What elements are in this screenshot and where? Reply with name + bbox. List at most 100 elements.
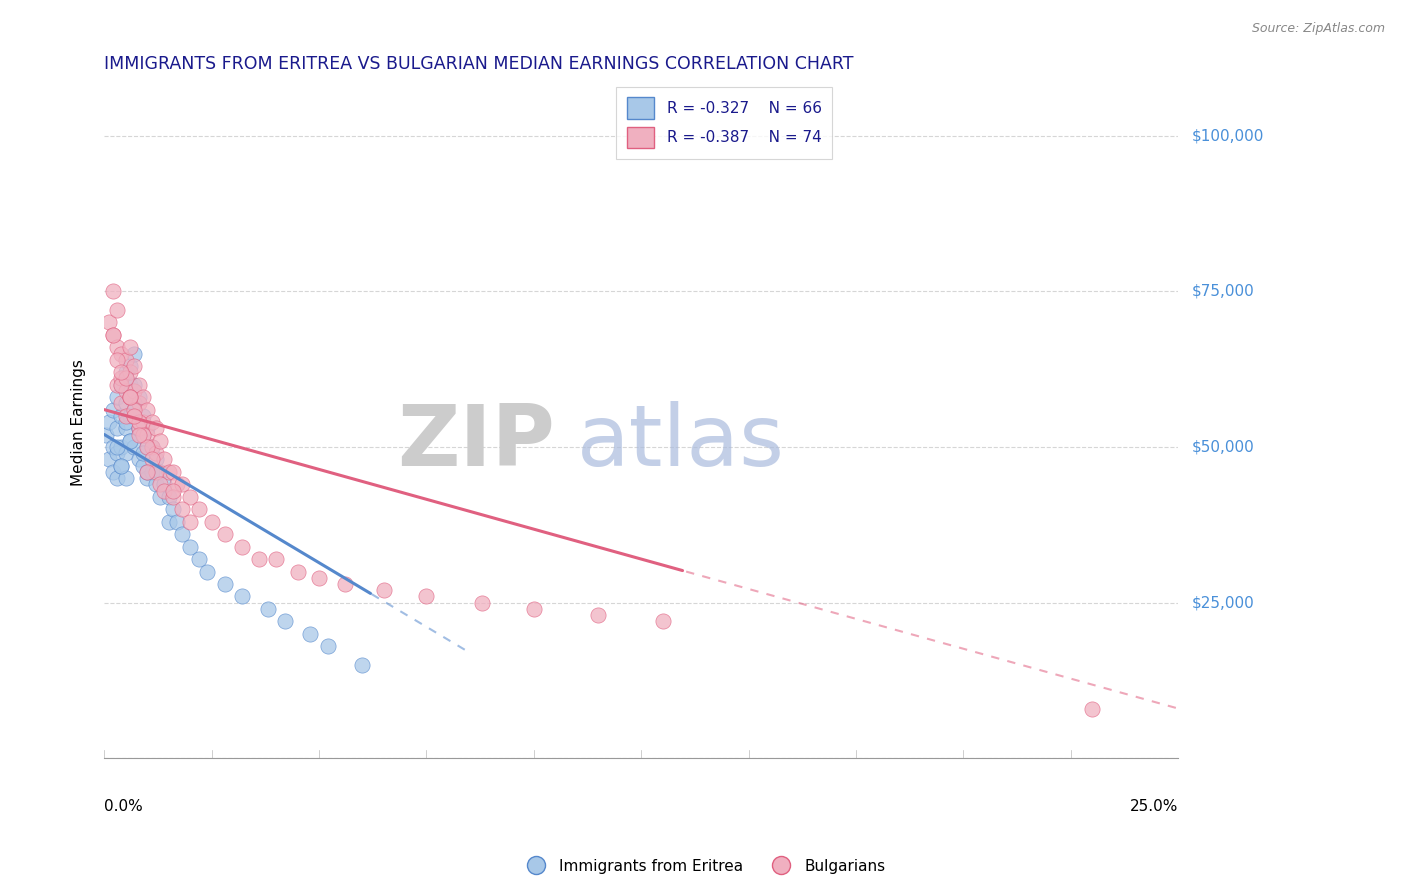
Point — [145, 421, 167, 435]
Point — [333, 577, 356, 591]
Point — [110, 365, 132, 379]
Point — [128, 390, 150, 404]
Point — [105, 421, 128, 435]
Point — [316, 640, 339, 654]
Text: 25.0%: 25.0% — [1130, 798, 1178, 814]
Point — [120, 434, 142, 448]
Point — [132, 427, 155, 442]
Point — [256, 602, 278, 616]
Point — [120, 377, 142, 392]
Text: $100,000: $100,000 — [1192, 128, 1264, 143]
Point — [114, 415, 136, 429]
Text: $50,000: $50,000 — [1192, 440, 1254, 455]
Point — [105, 390, 128, 404]
Point — [132, 409, 155, 423]
Point — [132, 446, 155, 460]
Text: IMMIGRANTS FROM ERITREA VS BULGARIAN MEDIAN EARNINGS CORRELATION CHART: IMMIGRANTS FROM ERITREA VS BULGARIAN MED… — [104, 55, 853, 73]
Point — [97, 415, 120, 429]
Y-axis label: Median Earnings: Median Earnings — [72, 359, 86, 485]
Point — [162, 465, 184, 479]
Point — [120, 359, 142, 373]
Point — [120, 365, 142, 379]
Point — [124, 377, 146, 392]
Point — [128, 421, 150, 435]
Legend: Immigrants from Eritrea, Bulgarians: Immigrants from Eritrea, Bulgarians — [515, 853, 891, 880]
Point — [651, 615, 673, 629]
Point — [187, 552, 209, 566]
Point — [231, 590, 253, 604]
Point — [128, 421, 150, 435]
Point — [136, 471, 159, 485]
Point — [128, 427, 150, 442]
Point — [124, 359, 146, 373]
Point — [124, 396, 146, 410]
Point — [170, 527, 193, 541]
Point — [128, 452, 150, 467]
Point — [157, 465, 180, 479]
Point — [114, 371, 136, 385]
Point — [114, 365, 136, 379]
Point — [124, 346, 146, 360]
Point — [101, 327, 124, 342]
Point — [110, 458, 132, 473]
Point — [105, 440, 128, 454]
Point — [124, 440, 146, 454]
Point — [124, 409, 146, 423]
Point — [110, 377, 132, 392]
Point — [149, 434, 172, 448]
Point — [166, 477, 188, 491]
Point — [110, 371, 132, 385]
Point — [136, 440, 159, 454]
Point — [153, 483, 176, 498]
Point — [132, 427, 155, 442]
Point — [114, 384, 136, 398]
Text: $25,000: $25,000 — [1192, 595, 1254, 610]
Point — [373, 583, 395, 598]
Point — [287, 565, 309, 579]
Point — [114, 409, 136, 423]
Point — [105, 303, 128, 318]
Point — [120, 390, 142, 404]
Point — [588, 608, 610, 623]
Point — [105, 352, 128, 367]
Point — [145, 465, 167, 479]
Point — [132, 415, 155, 429]
Point — [170, 502, 193, 516]
Point — [162, 483, 184, 498]
Point — [110, 346, 132, 360]
Point — [110, 377, 132, 392]
Point — [179, 490, 201, 504]
Point — [110, 440, 132, 454]
Point — [264, 552, 287, 566]
Point — [162, 502, 184, 516]
Point — [136, 465, 159, 479]
Point — [105, 377, 128, 392]
Point — [114, 421, 136, 435]
Point — [166, 515, 188, 529]
Point — [96, 427, 118, 442]
Point — [110, 458, 132, 473]
Text: atlas: atlas — [576, 401, 785, 483]
Point — [101, 440, 124, 454]
Point — [179, 540, 201, 554]
Point — [523, 602, 546, 616]
Point — [105, 340, 128, 354]
Point — [149, 477, 172, 491]
Point — [136, 440, 159, 454]
Point — [120, 390, 142, 404]
Point — [273, 615, 295, 629]
Point — [162, 490, 184, 504]
Point — [110, 396, 132, 410]
Point — [141, 440, 163, 454]
Text: Source: ZipAtlas.com: Source: ZipAtlas.com — [1251, 22, 1385, 36]
Point — [141, 452, 163, 467]
Point — [128, 421, 150, 435]
Point — [179, 515, 201, 529]
Point — [101, 402, 124, 417]
Point — [1081, 701, 1104, 715]
Point — [120, 434, 142, 448]
Point — [157, 490, 180, 504]
Point — [120, 390, 142, 404]
Point — [149, 465, 172, 479]
Point — [136, 402, 159, 417]
